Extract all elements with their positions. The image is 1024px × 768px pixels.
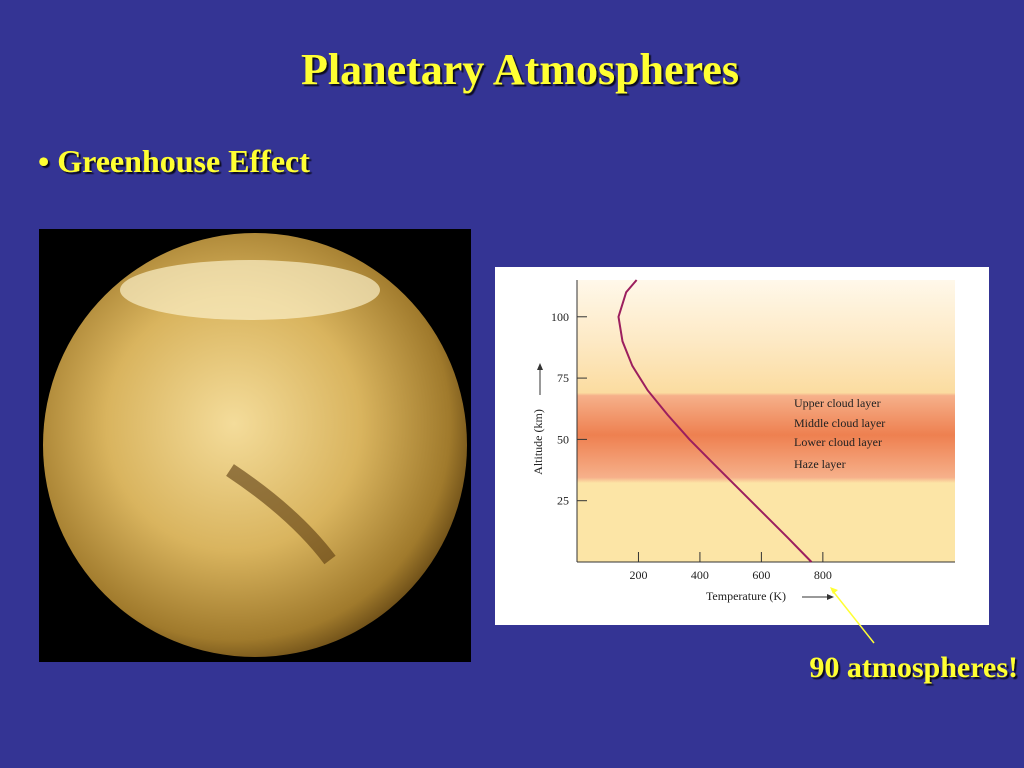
layer-label: Upper cloud layer xyxy=(794,396,881,410)
slide-title: Planetary Atmospheres xyxy=(301,45,739,94)
arrowhead xyxy=(537,363,543,370)
y-tick-label: 25 xyxy=(557,494,569,508)
y-axis-label: Altitude (km) xyxy=(531,409,545,475)
chart: 25 50 75 100 200 400 600 800 Temperature (K) Alti… xyxy=(531,279,955,603)
x-axis-label: Temperature (K) xyxy=(706,589,786,603)
x-tick-label: 400 xyxy=(691,568,709,582)
y-tick-label: 50 xyxy=(557,432,569,446)
x-tick-label: 200 xyxy=(629,568,647,582)
annotation-arrow xyxy=(831,589,875,644)
annotation: 90 atmospheres! xyxy=(809,651,1018,684)
layer-label: Lower cloud layer xyxy=(794,435,882,449)
x-tick-label: 600 xyxy=(752,568,770,582)
y-tick-label: 100 xyxy=(551,310,569,324)
bullet: • Greenhouse Effect xyxy=(38,143,310,179)
arrowhead xyxy=(827,594,834,600)
cloud-bands xyxy=(577,280,955,562)
venus xyxy=(43,233,467,657)
arrowhead xyxy=(830,587,838,594)
temperature-line xyxy=(617,279,813,563)
venus-cloud xyxy=(120,260,380,320)
layer-label: Haze layer xyxy=(794,457,846,471)
x-tick-label: 800 xyxy=(814,568,832,582)
venus-cloud xyxy=(226,464,336,565)
y-tick-label: 75 xyxy=(557,371,569,385)
layer-label: Middle cloud layer xyxy=(794,416,885,430)
